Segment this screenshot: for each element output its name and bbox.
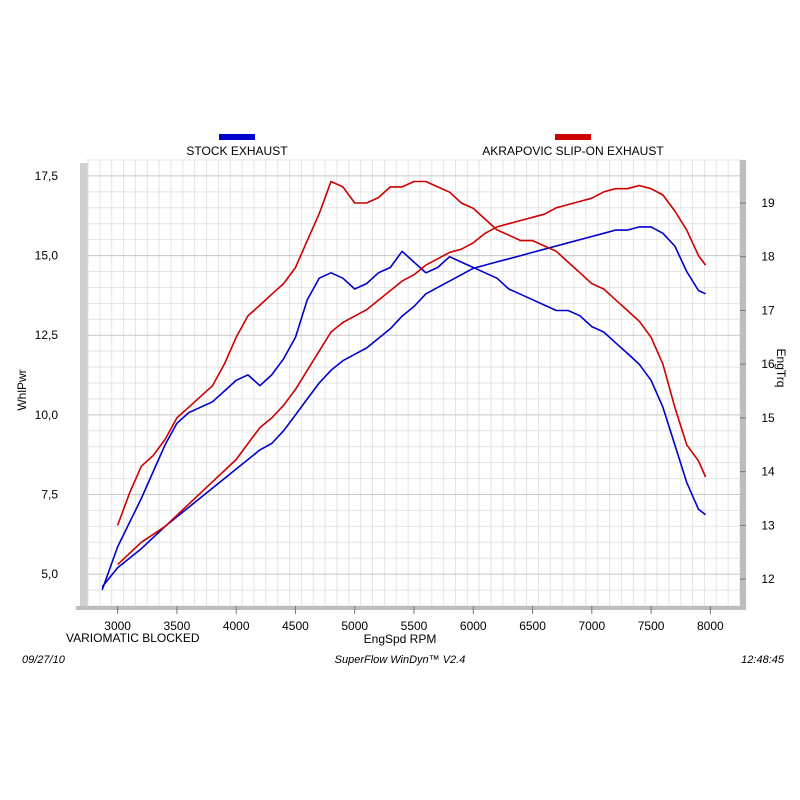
y-tick-label-right: 19 xyxy=(761,196,775,210)
y-tick-label-right: 14 xyxy=(761,465,775,479)
legend-swatch-stock xyxy=(219,134,255,140)
x-tick-label: 5000 xyxy=(341,619,368,633)
y-tick-label-right: 13 xyxy=(761,518,775,532)
y-ticks-right: 12 13 14 15 16 17 18 19 xyxy=(740,196,775,586)
series-line-akrapovic-engtrq xyxy=(116,180,707,526)
series-line-stock-whlpwr xyxy=(101,226,706,588)
legend-label-akrapovic: AKRAPOVIC SLIP-ON EXHAUST xyxy=(482,144,664,158)
y-tick-label-right: 18 xyxy=(761,250,775,264)
footer-date: 09/27/10 xyxy=(22,654,66,666)
y-tick-label-right: 16 xyxy=(761,357,775,371)
y-tick-label-left: 15,0 xyxy=(35,249,59,263)
footer-time: 12:48:45 xyxy=(741,654,785,666)
x-tick-label: 4000 xyxy=(223,619,250,633)
y-ticks-left: 5,0 7,5 10,0 12,5 15,0 17,5 xyxy=(35,169,59,581)
y-tick-label-left: 10,0 xyxy=(35,408,59,422)
x-tick-label: 6500 xyxy=(519,619,546,633)
x-tick-label: 3500 xyxy=(164,619,191,633)
series-group xyxy=(101,180,707,591)
y-axis-label-left: WhlPwr xyxy=(15,369,29,410)
y-axis-label-right: EngTrq xyxy=(774,349,788,388)
y-tick-label-right: 12 xyxy=(761,572,775,586)
y-tick-label-right: 17 xyxy=(761,303,775,317)
series-line-akrapovic-whlpwr xyxy=(117,184,707,566)
y-tick-label-right: 15 xyxy=(761,411,775,425)
x-tick-label: 3000 xyxy=(104,619,131,633)
x-tick-label: 8000 xyxy=(697,619,724,633)
y-tick-label-left: 17,5 xyxy=(35,169,59,183)
footer-software: SuperFlow WinDyn™ V2.4 xyxy=(335,654,466,666)
y-tick-label-left: 12,5 xyxy=(35,328,59,342)
x-axis-label: EngSpd RPM xyxy=(364,632,437,646)
x-axis-bar xyxy=(76,606,740,610)
y-tick-label-left: 7,5 xyxy=(41,488,58,502)
x-tick-label: 5500 xyxy=(401,619,428,633)
grid xyxy=(76,159,746,610)
y-axis-bar-right xyxy=(740,160,746,610)
legend-label-stock: STOCK EXHAUST xyxy=(186,144,288,158)
x-tick-label: 6000 xyxy=(460,619,487,633)
y-tick-label-left: 5,0 xyxy=(41,567,58,581)
x-ticks: 3000 3500 4000 4500 5000 5500 6000 6500 7000 7500… xyxy=(104,606,724,633)
x-tick-label: 4500 xyxy=(282,619,309,633)
legend-swatch-akrapovic xyxy=(555,134,591,140)
chart-annotation: VARIOMATIC BLOCKED xyxy=(66,631,200,645)
x-tick-label: 7000 xyxy=(578,619,605,633)
x-tick-label: 7500 xyxy=(638,619,665,633)
series-line-stock-engtrq xyxy=(101,250,707,591)
